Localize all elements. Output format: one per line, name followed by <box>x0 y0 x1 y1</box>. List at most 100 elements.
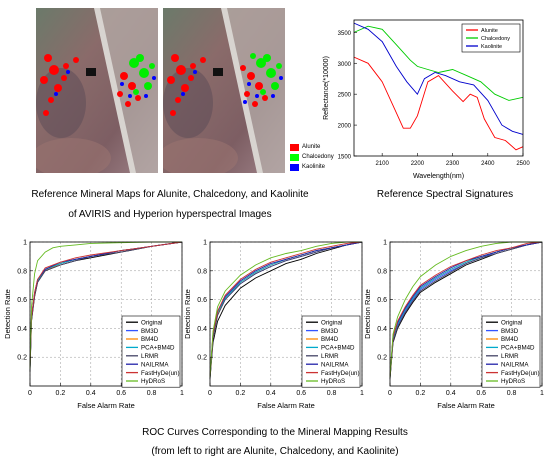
x-tick-label: 2400 <box>481 161 495 167</box>
x-tick-label: 0.2 <box>236 390 246 397</box>
x-tick-label: 0.4 <box>86 390 96 397</box>
legend-label: HyDRoS <box>501 378 525 385</box>
series-line-chalcedony <box>353 25 524 101</box>
x-tick-label: 0.8 <box>327 390 337 397</box>
chart-legend <box>301 315 361 388</box>
legend-label: Kaolinite <box>481 44 502 50</box>
legend-label: LRMR <box>321 353 339 360</box>
legend-label: NAILRMA <box>501 361 529 368</box>
y-tick-label: 1 <box>383 240 387 247</box>
y-tick-label: 0.8 <box>17 268 27 275</box>
legend-label: BM3D <box>141 328 159 335</box>
x-axis-label: False Alarm Rate <box>257 401 315 410</box>
maps-caption-line1: Reference Mineral Maps for Alunite, Chal… <box>31 189 309 200</box>
x-tick-label: 2300 <box>446 161 460 167</box>
legend-label: PCA+BM4D <box>501 345 535 352</box>
chart-legend <box>121 315 181 388</box>
series-line-kaolinite <box>353 22 524 135</box>
series-line-lrmr <box>389 241 543 379</box>
spectral-caption: Reference Spectral Signatures <box>376 189 514 200</box>
y-axis-label: Detection Rate <box>3 289 12 339</box>
x-tick-label: 1 <box>180 390 184 397</box>
roc-chart-kaolinite: 0 0.2 0.4 0.6 0.8 1 0.2 0.4 0.6 0.8 1 False Alarm R… <box>363 240 544 411</box>
y-tick-label: 0.8 <box>197 268 207 275</box>
y-tick-label: 0.2 <box>17 355 27 362</box>
series-line-fasthyde-un- <box>209 241 363 378</box>
roc-caption-line1: ROC Curves Corresponding to the Mineral … <box>142 427 408 438</box>
map-legend-item: Alunite <box>290 142 334 152</box>
x-tick-label: 0 <box>28 390 32 397</box>
y-tick-label: 3500 <box>338 31 352 37</box>
map-legend-item: Chalcedony <box>290 152 334 162</box>
y-axis-label: Detection Rate <box>363 289 372 339</box>
legend-label: PCA+BM4D <box>321 345 355 352</box>
chart-legend <box>481 315 541 388</box>
spectral-signature-chart: 2100 2200 2300 2400 2500 1500 2000 2500 3000 3500… <box>323 19 530 180</box>
x-tick-label: 2500 <box>516 161 530 167</box>
y-tick-label: 0.4 <box>197 326 207 333</box>
legend-label: BM3D <box>501 328 519 335</box>
legend-label: Alunite <box>481 28 498 34</box>
legend-label: NAILRMA <box>141 361 169 368</box>
series-line-fasthyde-un- <box>389 241 543 378</box>
legend-label: LRMR <box>141 353 159 360</box>
plot-frame <box>29 241 183 387</box>
x-tick-label: 0.2 <box>56 390 66 397</box>
series-line-hydros <box>209 241 362 378</box>
legend-label: FastHyDe(un) <box>501 370 540 377</box>
map-legend: Alunite Chalcedony Kaolinite <box>290 142 334 172</box>
y-axis-label: Detection Rate <box>183 289 192 339</box>
series-line-hydros <box>29 241 182 369</box>
y-tick-label: 0.2 <box>377 355 387 362</box>
roc-chart-chalcedony: 0 0.2 0.4 0.6 0.8 1 0.2 0.4 0.6 0.8 1 False Alarm R… <box>183 240 364 411</box>
plot-frame <box>353 19 524 157</box>
map-legend-swatch-chalcedony <box>290 153 299 161</box>
x-tick-label: 0.4 <box>266 390 276 397</box>
y-tick-label: 0.8 <box>377 268 387 275</box>
x-tick-label: 0.8 <box>147 390 157 397</box>
map-legend-label: Kaolinite <box>302 164 326 170</box>
x-tick-label: 2100 <box>375 161 389 167</box>
x-tick-label: 1 <box>540 390 544 397</box>
y-tick-label: 3000 <box>338 62 352 68</box>
x-tick-label: 0.8 <box>507 390 517 397</box>
legend-label: Chalcedony <box>481 36 510 42</box>
x-axis-label: Wavelength(nm) <box>413 173 464 180</box>
y-tick-label: 1 <box>23 240 27 247</box>
mineral-map-aviris <box>36 8 158 173</box>
y-tick-label: 0.2 <box>197 355 207 362</box>
plot-frame <box>389 241 543 387</box>
map-legend-swatch-alunite <box>290 143 299 151</box>
legend-label: BM3D <box>321 328 339 335</box>
legend-label: Original <box>141 319 162 326</box>
series-line-fasthyde-un- <box>29 241 183 369</box>
legend-label: FastHyDe(un) <box>321 370 360 377</box>
x-tick-label: 0 <box>388 390 392 397</box>
legend-label: BM4D <box>321 336 339 343</box>
y-tick-label: 1500 <box>338 155 352 161</box>
map-legend-swatch-kaolinite <box>290 163 299 171</box>
x-tick-label: 0.6 <box>116 390 126 397</box>
legend-label: PCA+BM4D <box>141 345 175 352</box>
y-tick-label: 0.4 <box>17 326 27 333</box>
maps-caption-line2: of AVIRIS and Hyperion hyperspectral Ima… <box>68 209 272 220</box>
map-legend-item: Kaolinite <box>290 162 334 172</box>
map-legend-label: Chalcedony <box>302 154 334 160</box>
y-tick-label: 0.6 <box>377 297 387 304</box>
legend-label: BM4D <box>141 336 159 343</box>
series-line-alunite <box>353 56 524 151</box>
legend-label: NAILRMA <box>321 361 349 368</box>
mineral-map-hyperion <box>163 8 285 173</box>
legend-label: Original <box>321 319 342 326</box>
legend-label: HyDRoS <box>321 378 345 385</box>
x-tick-label: 2200 <box>411 161 425 167</box>
legend-label: HyDRoS <box>141 378 165 385</box>
y-tick-label: 0.6 <box>17 297 27 304</box>
roc-caption-line2: (from left to right are Alunite, Chalced… <box>151 446 399 457</box>
legend-label: FastHyDe(un) <box>141 370 180 377</box>
y-tick-label: 1 <box>203 240 207 247</box>
y-tick-label: 0.6 <box>197 297 207 304</box>
y-tick-label: 2000 <box>338 124 352 130</box>
plot-frame <box>209 241 363 387</box>
roc-chart-alunite: 0 0.2 0.4 0.6 0.8 1 0.2 0.4 0.6 0.8 1 False Alarm R… <box>3 240 184 411</box>
